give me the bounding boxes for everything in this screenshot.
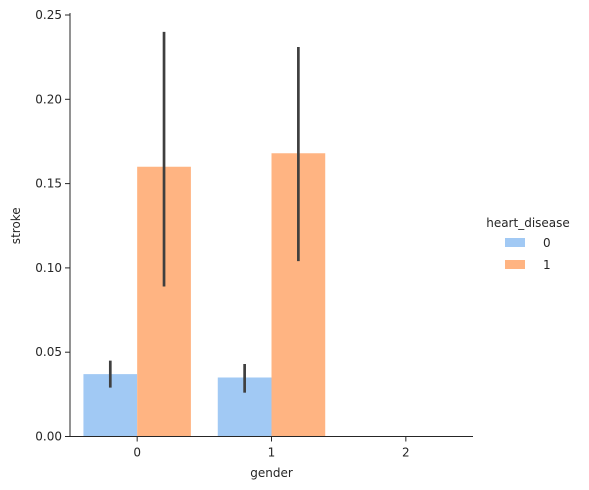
y-tick-label: 0.10 (35, 261, 62, 275)
bars-layer (83, 153, 326, 437)
legend-swatch-0 (505, 238, 525, 247)
x-ticks: 0 1 2 (133, 436, 410, 460)
y-tick-label: 0.25 (35, 8, 62, 22)
x-tick-label: 0 (133, 446, 141, 460)
y-axis-label: stroke (9, 207, 23, 244)
x-axis-label: gender (250, 466, 293, 480)
y-ticks: 0.00 0.05 0.10 0.15 0.20 0.25 (35, 8, 70, 444)
legend-label-0: 0 (543, 236, 551, 250)
errorbars-layer (108, 31, 300, 393)
legend: heart_disease 0 1 (486, 216, 570, 272)
y-tick-label: 0.05 (35, 345, 62, 359)
legend-title: heart_disease (486, 216, 570, 230)
y-tick-label: 0.20 (35, 92, 62, 106)
x-tick-label: 2 (402, 446, 410, 460)
y-tick-label: 0.15 (35, 177, 62, 191)
legend-swatch-1 (505, 260, 525, 269)
legend-label-1: 1 (543, 258, 551, 272)
y-tick-label: 0.00 (35, 430, 62, 444)
x-tick-label: 1 (268, 446, 276, 460)
